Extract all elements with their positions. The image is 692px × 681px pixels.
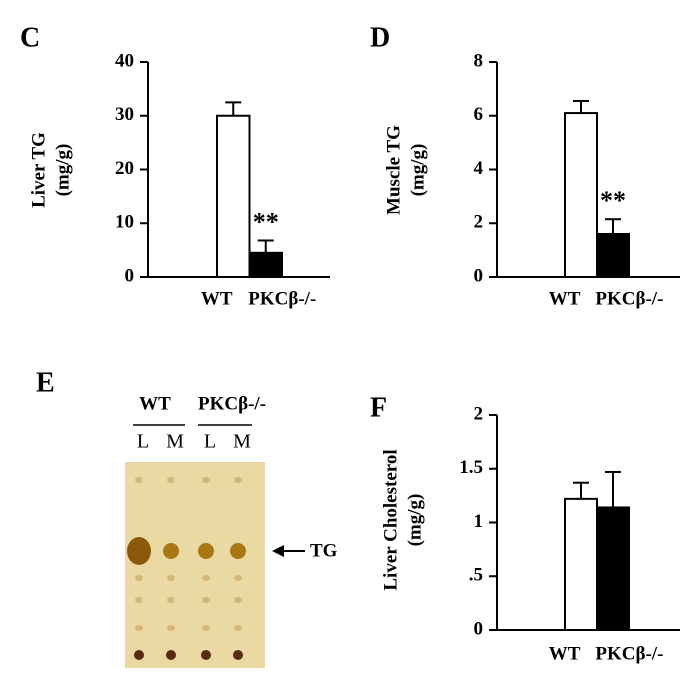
panel-letter: D [370,22,390,53]
origin-spot [233,650,243,660]
y-tick-label: 8 [474,50,484,71]
panel-letter: F [370,392,387,423]
y-axis-label: (mg/g) [52,144,73,197]
panel-letter: E [36,367,55,398]
minor-spot [135,575,143,581]
y-tick-label: 2 [474,403,484,424]
x-tick-label: PKCβ-/- [248,288,316,309]
x-tick-label: PKCβ-/- [595,643,663,664]
x-tick-label: WT [549,288,581,309]
minor-spot [234,575,242,581]
minor-spot [167,575,175,581]
bar [216,114,251,278]
minor-spot [234,597,242,603]
bar [596,506,630,632]
group-label: WT [139,393,171,414]
tg-spot [127,537,151,565]
minor-spot [234,625,242,631]
bar [248,251,283,278]
y-tick-label: 2 [474,212,484,233]
tg-spot [198,543,214,559]
y-tick-label: 10 [115,212,134,233]
x-tick-label: PKCβ-/- [595,288,663,309]
y-tick-label: 1 [474,511,484,532]
minor-spot [167,477,175,483]
y-tick-label: 0 [125,265,135,286]
y-axis-label: Liver Cholesterol [380,449,401,590]
lane-label: L [137,431,149,453]
minor-spot [135,597,143,603]
y-axis-label: Liver TG [28,132,49,208]
y-tick-label: 0 [474,618,484,639]
bar [564,497,598,631]
minor-spot [202,597,210,603]
panel-letter: C [20,22,40,53]
x-tick-label: WT [201,288,233,309]
minor-spot [202,575,210,581]
y-axis-label: Muscle TG [383,125,404,215]
y-tick-label: 4 [474,158,484,179]
bar [596,233,630,278]
minor-spot [234,477,242,483]
lane-label: L [204,431,216,453]
arrow-head [272,545,284,557]
origin-spot [166,650,176,660]
y-axis-label: (mg/g) [404,494,425,547]
y-tick-label: 0 [474,265,484,286]
significance: ** [600,186,626,215]
tg-label: TG [310,540,338,561]
origin-spot [134,650,144,660]
y-tick-label: 6 [474,104,484,125]
y-axis-label: (mg/g) [407,144,428,197]
y-tick-label: 1.5 [459,457,483,478]
minor-spot [135,625,143,631]
x-tick-label: WT [549,643,581,664]
origin-spot [201,650,211,660]
y-tick-label: 20 [115,158,134,179]
minor-spot [167,625,175,631]
y-tick-label: 40 [115,50,134,71]
tg-spot [163,543,179,559]
y-tick-label: 30 [115,104,134,125]
bar [564,112,598,278]
lane-label: M [233,431,251,453]
minor-spot [167,597,175,603]
y-tick-label: .5 [469,565,483,586]
minor-spot [202,625,210,631]
lane-label: M [166,431,184,453]
minor-spot [202,477,210,483]
group-label: PKCβ-/- [198,393,266,414]
minor-spot [135,477,143,483]
tg-spot [230,543,246,559]
tlc-plate [125,462,265,668]
significance: ** [253,207,279,236]
